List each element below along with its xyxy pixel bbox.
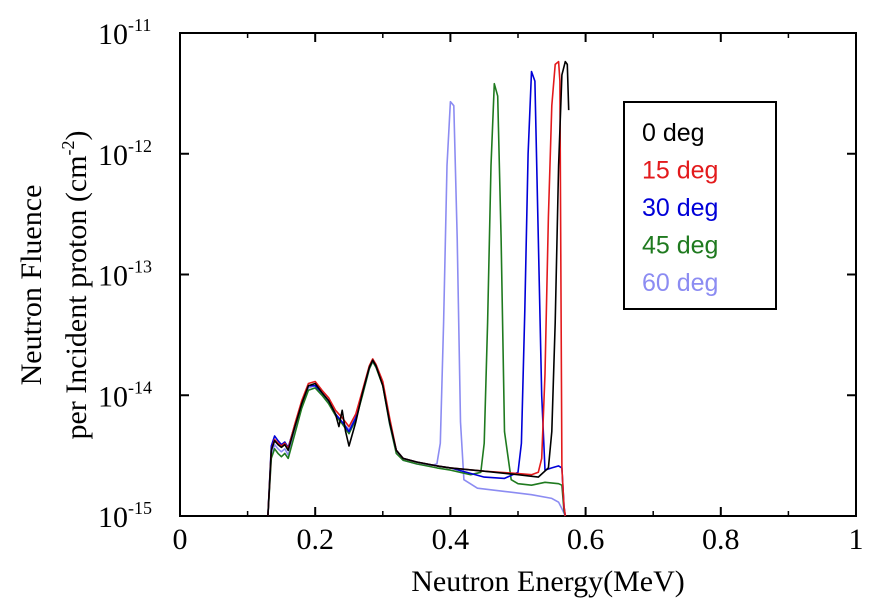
legend-box [623,101,777,310]
ticks-layer [179,32,857,517]
legend-entry-1: 15 deg [642,157,718,185]
y-tick-label: 10-11 [98,15,151,51]
legend-entry-2: 30 deg [642,194,718,222]
x-axis-title: Neutron Energy(MeV) [411,565,685,598]
y-axis-title-main: per Incident proton (cm [60,155,93,439]
y-axis-title-exponent: -2 [58,140,78,155]
x-tick-label: 1 [849,523,864,556]
y-tick-label: 10-15 [98,498,152,534]
tick-labels-layer: 0 0.2 0.4 0.6 0.8 1 10-15 10-14 10-13 10-12 10-11 [98,15,864,556]
series-line-0 [267,60,570,517]
legend-entry-0: 0 deg [642,119,705,147]
y-tick-label: 10-12 [98,136,152,172]
x-tick-label: 0 [173,523,188,556]
x-tick-label: 0.4 [432,523,470,556]
y-axis-title-line2: per Incident proton (cm-2) [58,130,93,439]
legend-entry-3: 45 deg [642,232,718,260]
y-axis-title-line1: Neutron Fluence [15,185,48,386]
x-tick-label: 0.2 [296,523,334,556]
x-tick-label: 0.8 [702,523,740,556]
legend: 0 deg 15 deg 30 deg 45 deg 60 deg [623,101,777,310]
x-tick-label: 0.6 [567,523,605,556]
y-tick-label: 10-14 [98,377,152,413]
y-axis-title-close: ) [60,130,93,140]
series-layer [267,60,570,517]
legend-entry-4: 60 deg [642,269,718,297]
series-line-2 [267,70,567,517]
y-tick-label: 10-13 [98,257,152,293]
